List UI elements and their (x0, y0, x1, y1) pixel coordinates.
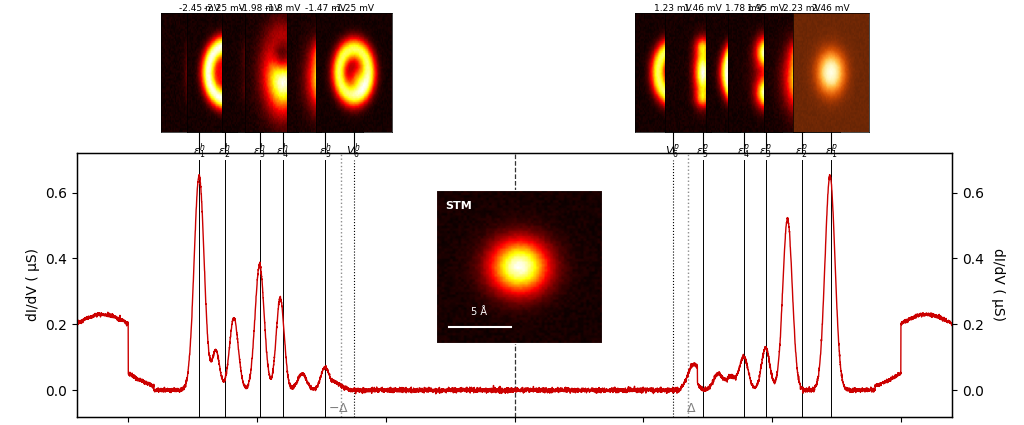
Text: $-\Delta$: $-\Delta$ (328, 402, 348, 415)
Text: $\varepsilon_1^h$: $\varepsilon_1^h$ (193, 142, 206, 161)
Title: -2.25 mV: -2.25 mV (205, 4, 246, 13)
Title: -1.47 mV: -1.47 mV (305, 4, 346, 13)
Text: $\varepsilon_2^p$: $\varepsilon_2^p$ (796, 143, 808, 161)
Y-axis label: dI/dV ( μS): dI/dV ( μS) (991, 248, 1005, 321)
Text: $\varepsilon_5^h$: $\varepsilon_5^h$ (318, 142, 332, 161)
Text: $V_6^h$: $V_6^h$ (346, 142, 361, 161)
Title: 2.23 mV: 2.23 mV (783, 4, 820, 13)
Title: -1.98 mV: -1.98 mV (239, 4, 281, 13)
Title: -1.8 mV: -1.8 mV (265, 4, 300, 13)
Text: $\Delta$: $\Delta$ (686, 402, 696, 415)
Y-axis label: dI/dV ( μS): dI/dV ( μS) (26, 248, 40, 321)
Title: 1.78 mV: 1.78 mV (725, 4, 763, 13)
Title: 1.23 mV: 1.23 mV (654, 4, 692, 13)
Text: $\varepsilon_4^p$: $\varepsilon_4^p$ (737, 143, 751, 161)
Text: $\varepsilon_3^h$: $\varepsilon_3^h$ (253, 142, 266, 161)
Title: -1.25 mV: -1.25 mV (333, 4, 374, 13)
Text: $\varepsilon_3^p$: $\varepsilon_3^p$ (759, 143, 772, 161)
Text: $\varepsilon_1^p$: $\varepsilon_1^p$ (824, 143, 838, 161)
Title: 2.46 mV: 2.46 mV (812, 4, 850, 13)
Title: 1.95 mV: 1.95 mV (746, 4, 784, 13)
Text: $\varepsilon_2^h$: $\varepsilon_2^h$ (218, 142, 231, 161)
Text: $\varepsilon_5^p$: $\varepsilon_5^p$ (696, 143, 709, 161)
Text: $V_6^p$: $V_6^p$ (666, 143, 680, 161)
Text: $\varepsilon_4^h$: $\varepsilon_4^h$ (276, 142, 289, 161)
Title: 1.46 mV: 1.46 mV (684, 4, 722, 13)
Title: -2.45 mV: -2.45 mV (178, 4, 219, 13)
